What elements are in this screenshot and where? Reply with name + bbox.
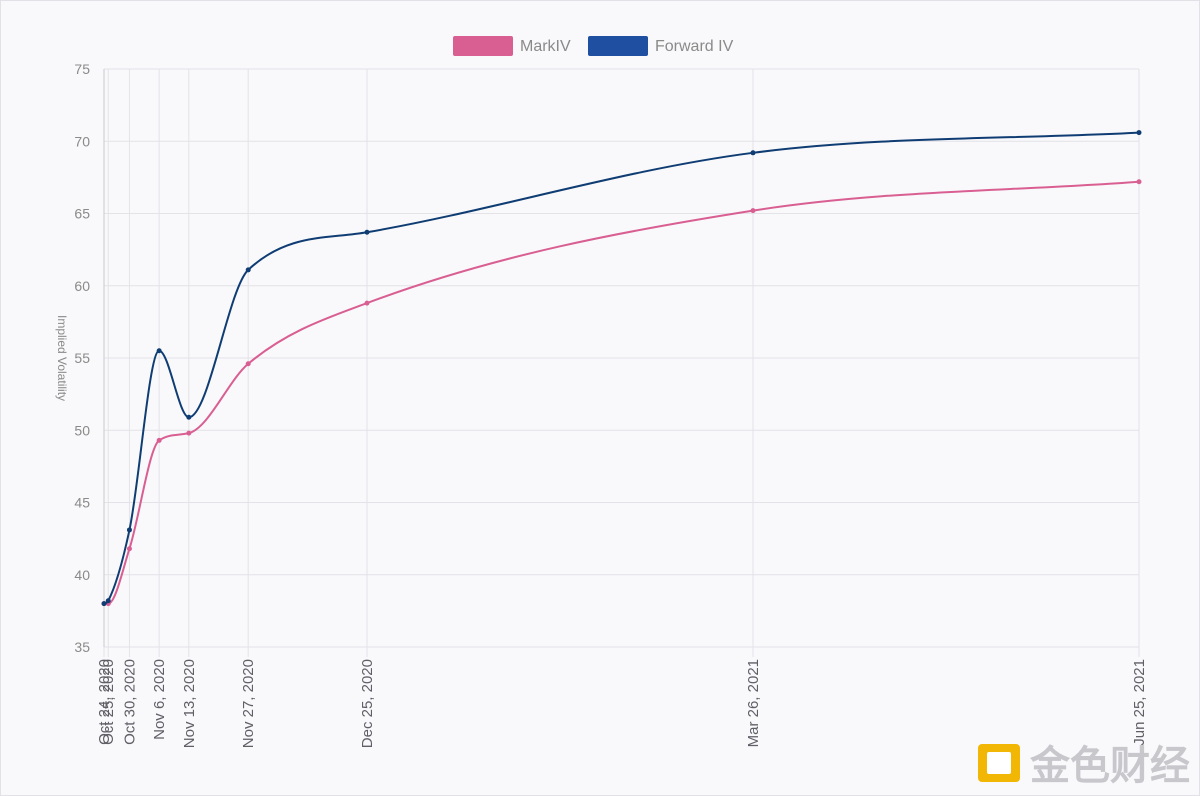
data-point <box>364 229 370 235</box>
y-tick-label: 75 <box>74 61 90 77</box>
data-point <box>156 437 162 443</box>
watermark: 金色财经 <box>978 743 1190 789</box>
y-tick-label: 45 <box>74 495 90 511</box>
y-tick-label: 35 <box>74 639 90 655</box>
data-point <box>1136 130 1142 136</box>
y-tick-label: 40 <box>74 567 90 583</box>
x-tick-label: Dec 25, 2020 <box>359 659 376 748</box>
data-point <box>750 150 756 156</box>
data-point <box>156 348 162 354</box>
data-point <box>245 361 251 367</box>
data-point <box>750 208 756 214</box>
x-tick-label: Oct 30, 2020 <box>121 659 138 745</box>
y-tick-label: 55 <box>74 350 90 366</box>
y-axis-title: Implied Volatility <box>55 315 69 401</box>
data-point <box>245 267 251 273</box>
data-point <box>364 300 370 306</box>
y-tick-label: 70 <box>74 133 90 149</box>
x-tick-label: Nov 6, 2020 <box>151 659 168 740</box>
x-tick-label: Mar 26, 2021 <box>745 659 762 747</box>
y-tick-label: 60 <box>74 278 90 294</box>
x-tick-label: Oct 24, 2020 <box>96 659 113 745</box>
y-tick-label: 65 <box>74 206 90 222</box>
x-tick-label: Nov 27, 2020 <box>240 659 257 748</box>
x-tick-label: Nov 13, 2020 <box>181 659 198 748</box>
data-point <box>1136 179 1142 185</box>
legend-swatch <box>453 36 513 56</box>
data-point <box>101 601 107 607</box>
data-point <box>126 527 132 533</box>
x-tick-label: Jun 25, 2021 <box>1131 659 1148 746</box>
x-tick-label: Oct 25, 2020 <box>100 659 117 745</box>
watermark-logo-hole <box>987 752 1011 774</box>
series-1 <box>101 130 1142 607</box>
legend-swatch <box>588 36 648 56</box>
data-point <box>105 598 111 604</box>
watermark-logo <box>978 744 1020 782</box>
y-tick-label: 50 <box>74 422 90 438</box>
legend: MarkIV Forward IV <box>453 36 734 56</box>
data-point <box>186 430 192 436</box>
legend-label: Forward IV <box>655 38 734 55</box>
data-point <box>126 546 132 552</box>
series <box>101 130 1142 607</box>
data-point <box>186 414 192 420</box>
legend-label: MarkIV <box>520 38 571 55</box>
watermark-text: 金色财经 <box>1029 743 1190 789</box>
